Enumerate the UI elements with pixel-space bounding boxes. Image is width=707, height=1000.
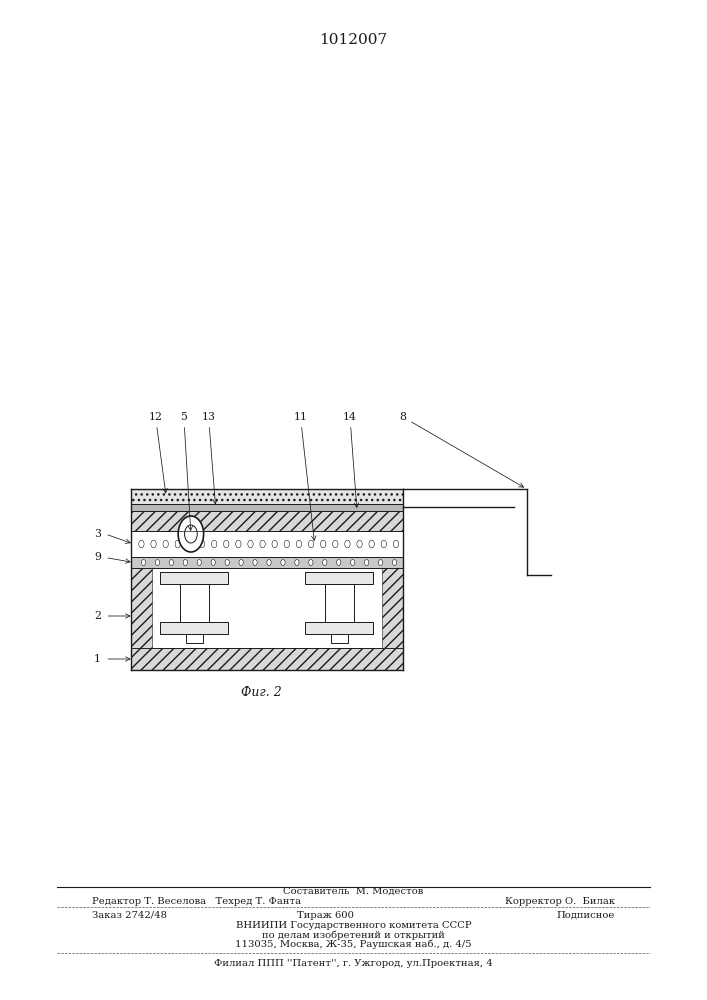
Circle shape — [185, 525, 197, 543]
Text: 1: 1 — [94, 654, 101, 664]
Circle shape — [381, 540, 387, 548]
Text: по делам изобретений и открытий: по делам изобретений и открытий — [262, 930, 445, 940]
Text: Корректор О.  Билак: Корректор О. Билак — [505, 896, 615, 906]
Circle shape — [178, 516, 204, 552]
Circle shape — [197, 559, 201, 565]
Bar — [131, 557, 403, 568]
Text: 12: 12 — [148, 412, 168, 493]
Circle shape — [345, 540, 350, 548]
Bar — [382, 568, 403, 648]
Circle shape — [309, 559, 313, 565]
Text: 1012007: 1012007 — [320, 33, 387, 47]
Circle shape — [332, 540, 338, 548]
Circle shape — [253, 559, 257, 565]
Text: Редактор Т. Веселова   Техред Т. Фанта: Редактор Т. Веселова Техред Т. Фанта — [92, 896, 301, 906]
Bar — [131, 511, 403, 531]
Circle shape — [393, 540, 399, 548]
Bar — [131, 648, 403, 670]
Bar — [325, 584, 354, 622]
Circle shape — [187, 540, 192, 548]
Text: Составитель  М. Модестов: Составитель М. Модестов — [284, 886, 423, 896]
Circle shape — [239, 559, 243, 565]
Circle shape — [169, 559, 173, 565]
Circle shape — [322, 559, 327, 565]
Bar — [160, 572, 228, 584]
Circle shape — [247, 540, 253, 548]
Circle shape — [308, 540, 314, 548]
Bar — [331, 634, 348, 643]
Circle shape — [284, 540, 290, 548]
Circle shape — [320, 540, 326, 548]
Bar — [131, 504, 403, 511]
Circle shape — [392, 559, 397, 565]
Bar — [305, 622, 373, 634]
Circle shape — [151, 540, 156, 548]
Text: Тираж 600: Тираж 600 — [297, 910, 354, 920]
Text: ВНИИПИ Государственного комитета СССР: ВНИИПИ Государственного комитета СССР — [235, 922, 472, 930]
Text: Филиал ППП ''Патент'', г. Ужгород, ул.Проектная, 4: Филиал ППП ''Патент'', г. Ужгород, ул.Пр… — [214, 960, 493, 968]
Circle shape — [211, 540, 217, 548]
Bar — [160, 622, 228, 634]
Circle shape — [378, 559, 382, 565]
Text: Подписное: Подписное — [556, 910, 615, 920]
Circle shape — [365, 559, 369, 565]
Circle shape — [272, 540, 277, 548]
Circle shape — [199, 540, 205, 548]
Circle shape — [225, 559, 229, 565]
Text: 5: 5 — [180, 412, 192, 530]
Circle shape — [296, 540, 302, 548]
Text: Фиг. 2: Фиг. 2 — [241, 686, 282, 698]
Circle shape — [211, 559, 216, 565]
Circle shape — [337, 559, 341, 565]
Text: 14: 14 — [343, 412, 358, 507]
Circle shape — [295, 559, 299, 565]
Circle shape — [260, 540, 265, 548]
Text: 9: 9 — [94, 552, 101, 562]
Circle shape — [281, 559, 285, 565]
Text: 13: 13 — [201, 412, 217, 504]
Circle shape — [351, 559, 355, 565]
Bar — [180, 584, 209, 622]
Circle shape — [369, 540, 375, 548]
Bar — [131, 531, 403, 557]
Bar — [131, 568, 152, 648]
Bar — [131, 489, 403, 504]
Text: 3: 3 — [94, 529, 101, 539]
Text: 8: 8 — [399, 412, 524, 487]
Circle shape — [163, 540, 168, 548]
Text: 2: 2 — [94, 611, 101, 621]
Bar — [186, 634, 203, 643]
Circle shape — [267, 559, 271, 565]
Bar — [131, 568, 403, 648]
Circle shape — [235, 540, 241, 548]
Circle shape — [223, 540, 229, 548]
Circle shape — [183, 559, 187, 565]
Circle shape — [141, 559, 146, 565]
Text: 113035, Москва, Ж-35, Раушская наб., д. 4/5: 113035, Москва, Ж-35, Раушская наб., д. … — [235, 939, 472, 949]
Bar — [305, 572, 373, 584]
Text: Заказ 2742/48: Заказ 2742/48 — [92, 910, 167, 920]
Circle shape — [357, 540, 362, 548]
Circle shape — [139, 540, 144, 548]
Circle shape — [175, 540, 180, 548]
Circle shape — [156, 559, 160, 565]
Text: 11: 11 — [293, 412, 316, 540]
